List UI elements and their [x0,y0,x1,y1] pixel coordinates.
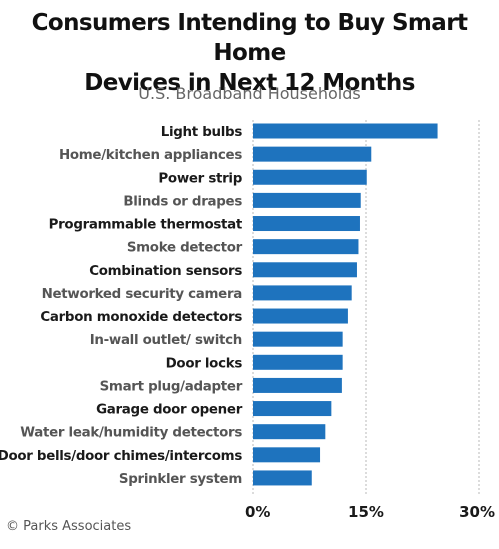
tick-label-0: 0% [245,503,270,521]
chart-title: Consumers Intending to Buy Smart Home Dev… [31,10,468,96]
category-label-7: Networked security camera [42,287,242,302]
tick-labels: 0% 15% 30% [245,503,495,521]
category-labels: Light bulbs Home/kitchen appliances Power … [0,125,243,487]
category-label-10: Door locks [166,356,243,371]
category-label-13: Water leak/humidity detectors [20,426,242,441]
category-label-4: Programmable thermostat [49,218,243,233]
bar-4 [253,216,360,232]
bar-7 [253,285,352,301]
tick-label-1: 15% [348,503,384,521]
bar-9 [253,331,343,347]
category-label-8: Carbon monoxide detectors [40,310,242,325]
category-label-1: Home/kitchen appliances [59,148,242,163]
chart-subtitle: U.S. Broadband Households [138,84,361,103]
category-label-6: Combination sensors [89,264,242,279]
bar-6 [253,262,357,278]
category-label-12: Garage door opener [96,403,243,418]
category-label-9: In-wall outlet/ switch [90,333,242,348]
category-label-14: Door bells/door chimes/intercoms [0,449,242,464]
bar-5 [253,239,359,255]
bar-12 [253,401,332,417]
bar-10 [253,354,343,370]
bar-1 [253,146,372,162]
bar-11 [253,377,342,393]
bar-14 [253,447,321,463]
bar-13 [253,424,326,440]
bar-8 [253,308,348,324]
category-label-15: Sprinkler system [119,472,242,487]
category-label-5: Smoke detector [127,241,243,256]
category-label-2: Power strip [158,171,242,186]
copyright-text: © Parks Associates [6,519,132,534]
tick-label-2: 30% [459,503,495,521]
bar-2 [253,169,367,185]
category-label-3: Blinds or drapes [123,194,242,209]
category-label-0: Light bulbs [161,125,243,140]
category-label-11: Smart plug/adapter [100,379,243,394]
bars [253,123,438,486]
bar-0 [253,123,438,139]
bar-3 [253,192,361,208]
bar-15 [253,470,312,486]
